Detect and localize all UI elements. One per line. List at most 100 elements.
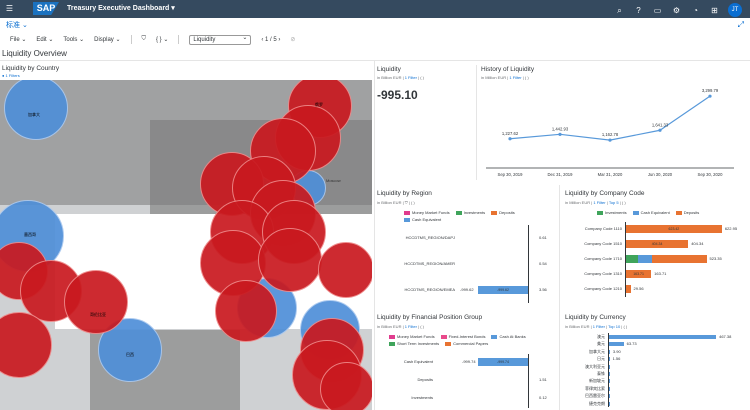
funnel-icon[interactable]: ⛉	[404, 200, 408, 205]
help-icon[interactable]: ?	[636, 5, 641, 15]
map-bubble[interactable]	[64, 270, 128, 334]
category-label: 日元	[597, 356, 605, 362]
apps-icon[interactable]: ⊞	[711, 5, 718, 15]
map-bubble[interactable]	[318, 242, 372, 298]
category-label: Company Code 1210	[584, 286, 622, 291]
x-tick-label: Jun 30, 2020	[648, 172, 673, 177]
legend-label: Money Market Funds	[397, 334, 435, 339]
company-chart[interactable]: Company Code 1110 623.42 622.95 Company Cod…	[562, 222, 747, 302]
data-point[interactable]	[608, 138, 612, 142]
company-subtitle: in Million EUR | 1 Filter | Top 5 | ( )	[565, 200, 626, 205]
menu-icon[interactable]: ☰	[5, 4, 14, 13]
legend-label: Cash Equivalent	[640, 210, 670, 215]
total-label: 1.51	[539, 377, 547, 382]
history-chart[interactable]: 1,227.62 Sep 30, 2019 1,442.93 Dec 31, 2019…	[480, 82, 740, 182]
category-label: Deposits	[417, 377, 433, 382]
map[interactable]: 加拿大 墨西哥 哥伦比亚 巴西 俄罗 Moscow	[0, 80, 372, 410]
region-legend: Money Market Funds Investments Deposits Cas…	[404, 210, 554, 222]
fpg-chart[interactable]: Cash Equivalent -999.74 -999.74 Deposits 1.5…	[375, 354, 555, 410]
bar: 163.71	[626, 270, 652, 278]
data-point[interactable]	[508, 137, 512, 141]
refresh-icon[interactable]: ⊘	[290, 37, 296, 43]
legend-label: Investments	[463, 210, 486, 215]
legend-label: Commercial Papers	[453, 341, 489, 346]
bar	[609, 379, 610, 384]
total-label: 0.54	[539, 261, 547, 266]
divider	[374, 61, 375, 410]
y-axis	[608, 333, 609, 407]
legend-item: Investments	[455, 210, 486, 215]
filter-icon[interactable]: ⛉	[141, 36, 147, 42]
legend-label: Cash Equivalent	[412, 217, 442, 222]
bar	[609, 401, 610, 406]
map-bubble[interactable]	[258, 228, 322, 292]
braces-menu[interactable]: { } ⌄	[156, 37, 169, 43]
fullscreen-icon[interactable]: ⤢	[737, 20, 744, 29]
legend-swatch	[675, 210, 682, 215]
legend-item: Money Market Funds	[404, 210, 450, 215]
category-label: Company Code 1310	[584, 271, 622, 276]
category-label: Investments	[411, 395, 433, 400]
app-title[interactable]: Treasury Executive Dashboard ▾	[67, 5, 175, 12]
chat-icon[interactable]: ▭	[653, 5, 662, 15]
bar	[609, 349, 610, 354]
page-select[interactable]: Liquidity	[189, 34, 252, 45]
bar-left-label: -999.62	[460, 287, 474, 292]
page-pager[interactable]: ‹ 1 / 5 ›	[261, 36, 281, 43]
currency-title: Liquidity by Currency	[565, 314, 626, 321]
currency-chart[interactable]: 澳元 467.38 美元 63.73 加拿大元 3.90 日元 1.56 澳大利亚元 泰铢 新加坡元…	[562, 333, 747, 410]
search-icon[interactable]: ⌕	[617, 5, 622, 15]
category-label: 巴西雷亚尔	[585, 393, 605, 399]
bar-left-label: -999.74	[462, 359, 476, 364]
legend-swatch	[491, 210, 498, 215]
data-point[interactable]	[658, 128, 662, 132]
avatar[interactable]: JT	[728, 3, 742, 17]
legend-label: Investments	[605, 210, 627, 215]
toolbar: File ⌄ Edit ⌄ Tools ⌄ Display ⌄ ⛉ { } ⌄ …	[0, 33, 750, 46]
total-label: 622.95	[724, 226, 738, 231]
total-label: 0.61	[539, 235, 547, 240]
divider	[476, 65, 477, 180]
settings-icon[interactable]: ⚙	[672, 5, 681, 15]
legend-swatch	[389, 334, 395, 339]
legend-item: Commercial Papers	[445, 341, 488, 346]
file-menu[interactable]: File ⌄	[10, 37, 27, 43]
map-bubble[interactable]	[320, 362, 372, 410]
data-point[interactable]	[708, 94, 712, 98]
display-menu[interactable]: Display ⌄	[94, 37, 121, 43]
legend-swatch	[440, 334, 447, 339]
legend-item: Cash Equivalent	[404, 217, 441, 222]
map-bubble[interactable]	[4, 80, 68, 140]
map-bubble[interactable]	[0, 312, 52, 378]
tools-menu[interactable]: Tools ⌄	[63, 37, 85, 43]
divider	[559, 185, 560, 410]
edit-menu[interactable]: Edit ⌄	[36, 37, 54, 43]
bar: -999.62	[478, 286, 528, 294]
legend-swatch	[455, 210, 462, 215]
legend-label: Deposits	[683, 210, 700, 215]
map-bubble[interactable]	[215, 280, 277, 342]
currency-subtitle: in Billion EUR | 1 Filter | Top 10 | ( )	[565, 324, 628, 329]
total-label: 29.56	[633, 286, 644, 291]
legend-item: Cash At Banks	[491, 334, 526, 339]
bar	[609, 372, 610, 376]
category-label: HCCDTMS_REGION/DAPJ	[405, 235, 455, 240]
legend-swatch	[491, 334, 498, 339]
variant-selector[interactable]: 标准 ⌄	[6, 22, 28, 29]
legend-swatch	[404, 210, 410, 215]
total-label: 163.71	[654, 271, 667, 276]
bar-segment	[638, 255, 652, 263]
notification-icon[interactable]: ◔	[693, 5, 698, 15]
liquidity-value: -995.10	[377, 88, 418, 102]
category-label: 加拿大元	[589, 348, 605, 354]
company-legend: Investments Cash Equivalent Deposits	[597, 210, 747, 215]
bar	[609, 364, 610, 369]
data-label: 1,162.78	[602, 132, 619, 137]
legend-item: Cash Equivalent	[632, 210, 670, 215]
legend-swatch	[597, 210, 603, 215]
map-filter-link[interactable]: ● 1 Filters	[2, 73, 20, 78]
x-tick-label: Mar 31, 2020	[598, 172, 623, 177]
region-chart[interactable]: HCCDTMS_REGION/DAPJ 0.61 HCCDTMS_REGION/AM…	[375, 225, 555, 305]
data-point[interactable]	[558, 132, 562, 136]
total-label: 523.35	[709, 256, 722, 261]
